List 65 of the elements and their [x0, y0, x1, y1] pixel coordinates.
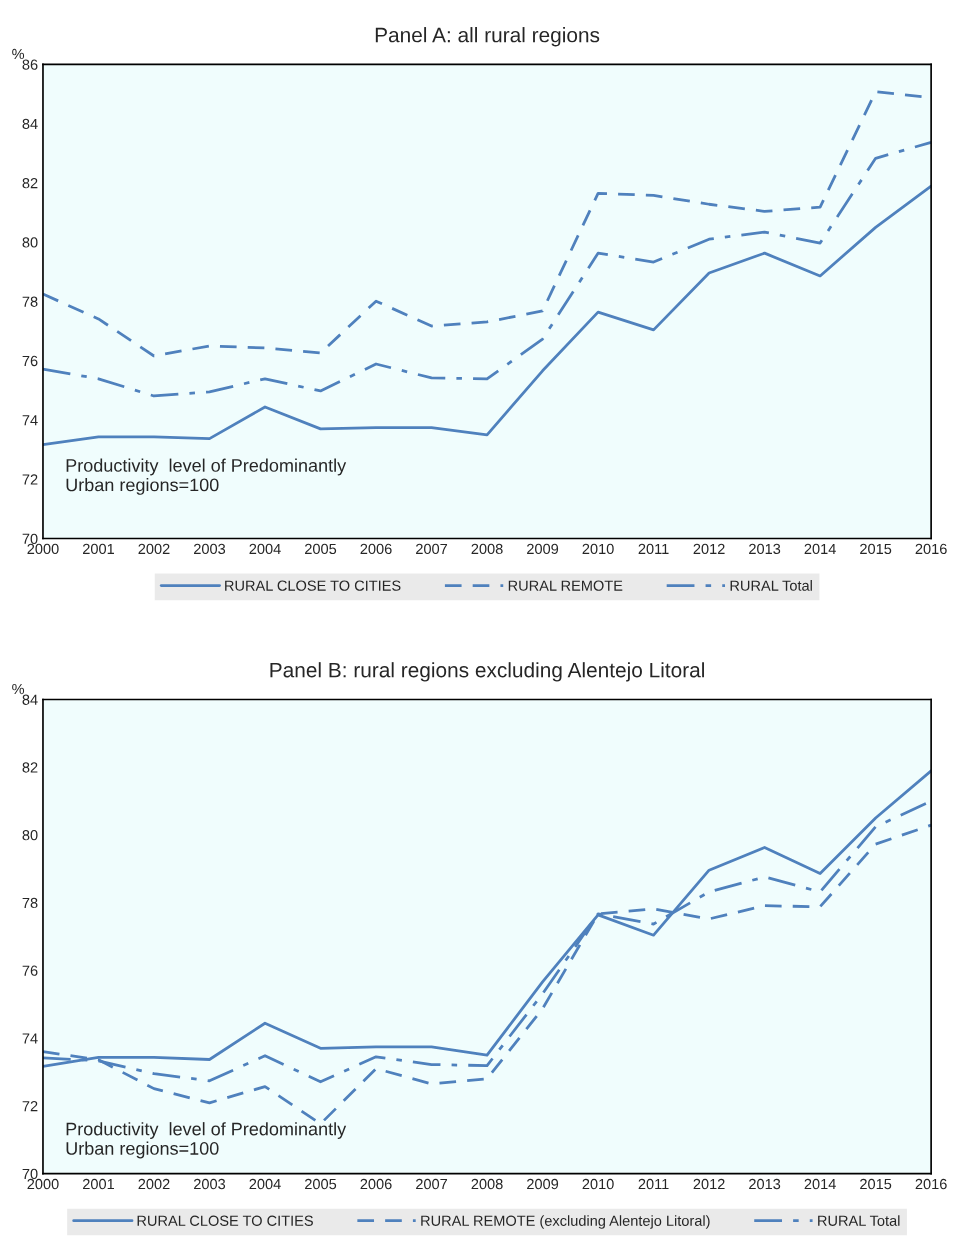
legend-label: RURAL Total: [730, 580, 812, 591]
chart-title: Panel B: rural regions excluding Alentejo Litoral: [270, 662, 704, 682]
line-series: [42, 140, 932, 398]
y-tick-label: 76: [22, 965, 38, 976]
x-tick-label: 2013: [749, 543, 781, 555]
legend-label: RURAL CLOSE TO CITIES: [225, 580, 401, 591]
x-tick-label: 2013: [749, 1178, 781, 1190]
x-tick-label: 2014: [804, 543, 836, 555]
y-axis-title: %: [12, 48, 25, 60]
legend-label: RURAL REMOTE: [508, 580, 623, 591]
x-tick-label: 2007: [416, 543, 448, 555]
y-tick-label: 86: [22, 59, 38, 70]
x-tick-label: 2000: [27, 543, 59, 555]
x-tick-label: 2015: [860, 1178, 892, 1190]
x-tick-label: 2001: [83, 1178, 114, 1190]
x-tick-label: 2002: [138, 1178, 170, 1190]
x-tick-label: 2004: [249, 543, 281, 555]
chart-title: Panel A: all rural regions: [375, 27, 600, 47]
y-tick-label: 76: [22, 355, 38, 367]
legend-label: RURAL Total: [818, 1215, 900, 1226]
y-tick-label: 80: [22, 830, 38, 841]
x-tick-label: 2006: [360, 1178, 392, 1190]
x-tick-label: 2003: [194, 1178, 226, 1190]
y-tick-label: 84: [22, 118, 38, 130]
y-tick-label: 80: [22, 237, 38, 248]
x-tick-label: 2016: [915, 1178, 947, 1190]
x-tick-label: 2008: [471, 543, 503, 555]
x-tick-label: 2009: [527, 1178, 559, 1190]
y-tick-label: 72: [22, 474, 38, 485]
x-tick-label: 2010: [582, 1178, 614, 1190]
annotation: Productivity level of Predominantly Urban regions=100: [66, 1122, 347, 1159]
y-tick-label: 74: [22, 415, 38, 426]
legend-label: RURAL REMOTE (excluding Alentejo Litoral): [421, 1215, 710, 1229]
x-tick-label: 2005: [305, 1178, 337, 1190]
line-series: [42, 184, 932, 446]
y-tick-label: 78: [22, 897, 38, 909]
x-tick-label: 2003: [194, 543, 226, 555]
x-tick-label: 2005: [305, 543, 337, 555]
y-tick-label: 72: [22, 1100, 38, 1112]
x-tick-label: 2007: [416, 1178, 448, 1190]
y-tick-label: 70: [22, 1168, 38, 1180]
x-tick-label: 2011: [638, 543, 669, 555]
x-tick-label: 2008: [471, 1178, 503, 1190]
x-tick-label: 2014: [804, 1178, 836, 1190]
y-tick-label: 84: [22, 694, 38, 705]
x-tick-label: 2010: [582, 543, 614, 555]
x-tick-label: 2015: [860, 543, 892, 555]
annotation: Productivity level of Predominantly Urban regions=100: [66, 458, 347, 495]
legend-label: RURAL CLOSE TO CITIES: [137, 1215, 313, 1226]
x-tick-label: 2001: [83, 543, 114, 555]
x-tick-label: 2012: [693, 543, 725, 555]
x-tick-label: 2016: [915, 543, 947, 555]
y-tick-label: 82: [22, 762, 38, 773]
y-tick-label: 82: [22, 178, 38, 189]
y-tick-label: 78: [22, 296, 38, 307]
x-tick-label: 2011: [638, 1178, 669, 1190]
y-axis-title: %: [12, 683, 25, 695]
y-tick-label: 74: [22, 1033, 38, 1044]
x-tick-label: 2002: [138, 543, 170, 555]
x-tick-label: 2009: [527, 543, 559, 555]
y-tick-label: 70: [22, 533, 38, 544]
x-tick-label: 2000: [27, 1178, 59, 1190]
x-tick-label: 2012: [693, 1178, 725, 1190]
x-tick-label: 2004: [249, 1178, 281, 1190]
x-tick-label: 2006: [360, 543, 392, 555]
